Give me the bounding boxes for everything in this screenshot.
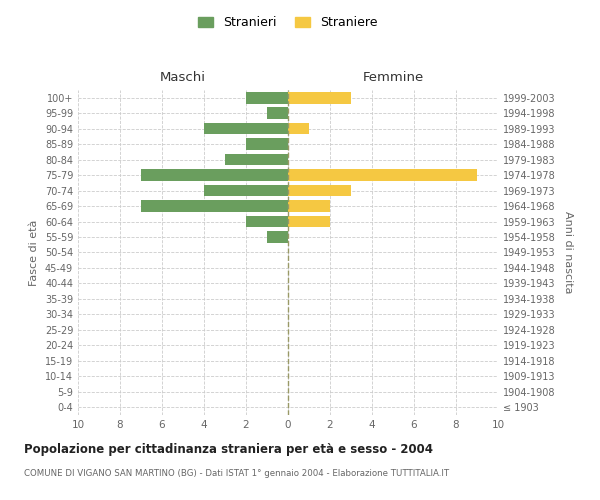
Bar [288,123,309,134]
Text: Maschi: Maschi [160,71,206,84]
Bar [288,216,330,228]
Bar [267,108,288,119]
Bar [267,231,288,243]
Text: Popolazione per cittadinanza straniera per età e sesso - 2004: Popolazione per cittadinanza straniera p… [24,442,433,456]
Bar [141,170,288,181]
Bar [225,154,288,166]
Y-axis label: Anni di nascita: Anni di nascita [563,211,572,294]
Legend: Stranieri, Straniere: Stranieri, Straniere [193,11,383,34]
Bar [246,216,288,228]
Y-axis label: Fasce di età: Fasce di età [29,220,39,286]
Bar [204,185,288,196]
Bar [288,200,330,212]
Bar [288,185,351,196]
Bar [246,92,288,104]
Bar [141,200,288,212]
Bar [246,138,288,150]
Bar [288,170,477,181]
Bar [288,92,351,104]
Text: COMUNE DI VIGANO SAN MARTINO (BG) - Dati ISTAT 1° gennaio 2004 - Elaborazione TU: COMUNE DI VIGANO SAN MARTINO (BG) - Dati… [24,469,449,478]
Text: Femmine: Femmine [362,71,424,84]
Bar [204,123,288,134]
